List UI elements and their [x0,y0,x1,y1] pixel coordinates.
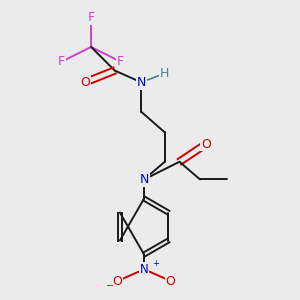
Text: −: − [106,281,114,291]
Text: F: F [58,55,65,68]
Text: H: H [160,67,169,80]
Text: F: F [117,55,124,68]
Text: O: O [166,274,176,287]
Text: N: N [140,263,148,276]
Text: O: O [113,274,122,287]
Text: O: O [80,76,90,89]
Text: O: O [201,138,211,151]
Text: N: N [140,173,149,186]
Text: F: F [88,11,95,24]
Text: N: N [136,76,146,89]
Text: +: + [152,260,159,268]
